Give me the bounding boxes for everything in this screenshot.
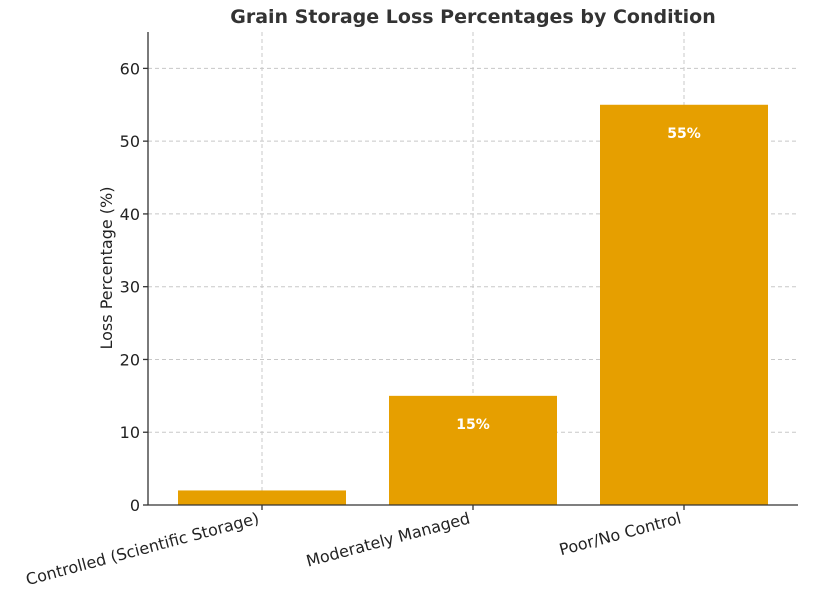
bar xyxy=(389,395,557,505)
bar xyxy=(178,490,346,505)
chart-title: Grain Storage Loss Percentages by Condit… xyxy=(230,6,716,28)
y-tick-label: 30 xyxy=(120,278,140,297)
data-labels: 15% 55% xyxy=(456,126,701,433)
axes xyxy=(143,32,798,510)
y-axis-label: Loss Percentage (%) xyxy=(97,187,116,350)
x-tick-label: Moderately Managed xyxy=(304,509,472,571)
x-tick-label: Controlled (Scientific Storage) xyxy=(24,509,261,590)
y-tick-label: 0 xyxy=(130,496,140,515)
y-tick-label: 60 xyxy=(120,59,140,78)
y-tick-label: 20 xyxy=(120,350,140,369)
y-tick-label: 50 xyxy=(120,132,140,151)
y-tick-labels: 0 10 20 30 40 50 60 xyxy=(120,59,140,515)
y-tick-label: 10 xyxy=(120,423,140,442)
bar xyxy=(600,104,768,506)
y-tick-label: 40 xyxy=(120,205,140,224)
x-tick-labels: Controlled (Scientific Storage) Moderatel… xyxy=(24,509,683,590)
x-tick-label: Poor/No Control xyxy=(557,509,683,560)
bars xyxy=(178,104,768,506)
bar-value-label: 55% xyxy=(667,126,701,142)
bar-value-label: 15% xyxy=(456,417,490,433)
